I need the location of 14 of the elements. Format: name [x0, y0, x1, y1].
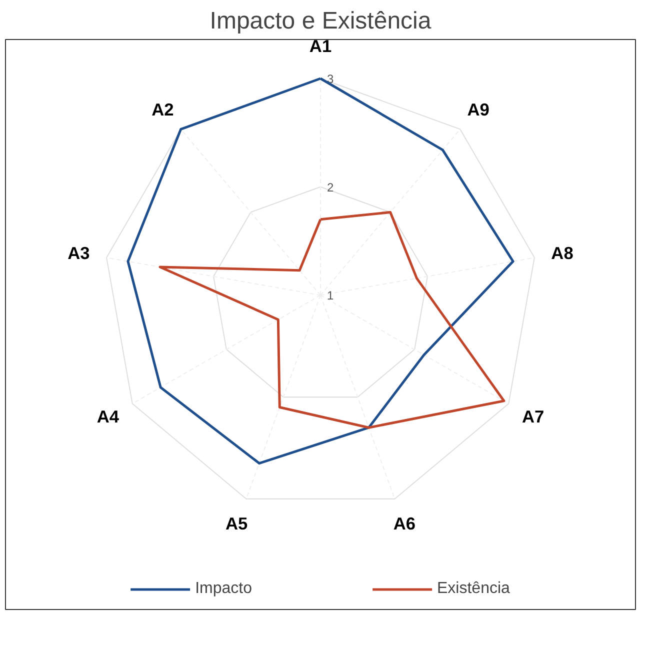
- chart-title: Impacto e Existência: [210, 8, 432, 34]
- legend-label: Impacto: [195, 580, 252, 598]
- spoke-label: A8: [551, 243, 574, 264]
- spoke-label: A6: [393, 513, 416, 534]
- spoke-label: A1: [309, 36, 332, 56]
- y-tick-label: 1: [327, 288, 334, 303]
- spoke-label: A9: [467, 99, 490, 120]
- legend-label: Existência: [437, 580, 510, 598]
- spoke-label: A3: [68, 243, 90, 264]
- spoke-label: A5: [225, 513, 248, 534]
- spoke-label: A7: [522, 406, 544, 427]
- spoke-label: A4: [96, 406, 120, 427]
- y-tick-label: 2: [327, 180, 334, 194]
- spoke-label: A2: [152, 99, 174, 120]
